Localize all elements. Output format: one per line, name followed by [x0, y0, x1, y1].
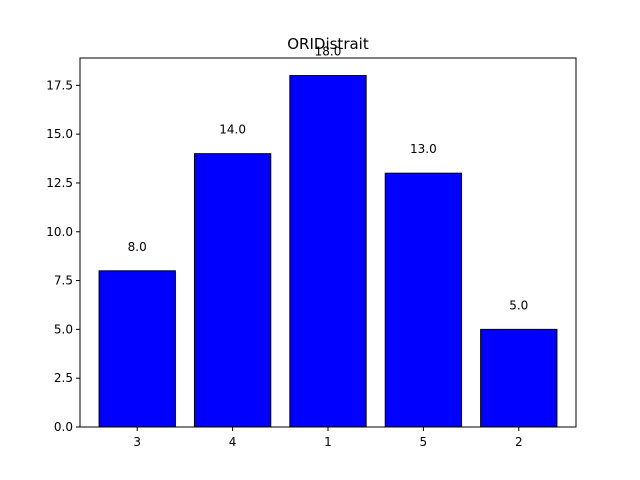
bar-labels-group: 8.0 14.0 18.0 13.0 5.0 — [128, 45, 529, 313]
x-tick-label: 1 — [324, 435, 332, 449]
bar-3 — [98, 270, 176, 428]
y-tick-label: 5.0 — [54, 322, 73, 336]
y-tick-label: 2.5 — [54, 371, 73, 385]
plot-frame — [79, 57, 577, 428]
bar-value-label: 5.0 — [509, 298, 528, 312]
y-tick-label: 10.0 — [46, 225, 73, 239]
bar-value-label: 18.0 — [315, 45, 342, 59]
y-tick-label: 15.0 — [46, 127, 73, 141]
x-tick-label: 3 — [133, 435, 141, 449]
y-tick-label: 17.5 — [46, 78, 73, 92]
bar-value-label: 13.0 — [410, 142, 437, 156]
y-axis: 0.0 2.5 5.0 7.5 10.0 12.5 15.0 17.5 — [46, 78, 80, 434]
x-tick-label: 2 — [515, 435, 523, 449]
x-tick-label: 4 — [229, 435, 237, 449]
bar-4 — [193, 153, 272, 428]
bar-value-label: 8.0 — [128, 240, 147, 254]
x-axis: 3 4 1 5 2 — [133, 427, 523, 449]
bar-5 — [384, 172, 463, 428]
bar-2 — [480, 328, 558, 428]
y-tick-label: 0.0 — [54, 420, 73, 434]
bar-1 — [289, 75, 367, 428]
bars-group — [98, 75, 558, 428]
y-tick-label: 7.5 — [54, 274, 73, 288]
bar-value-label: 14.0 — [219, 123, 246, 137]
chart-title: ORIDistrait — [287, 35, 369, 53]
x-tick-label: 5 — [420, 435, 428, 449]
y-tick-label: 12.5 — [46, 176, 73, 190]
